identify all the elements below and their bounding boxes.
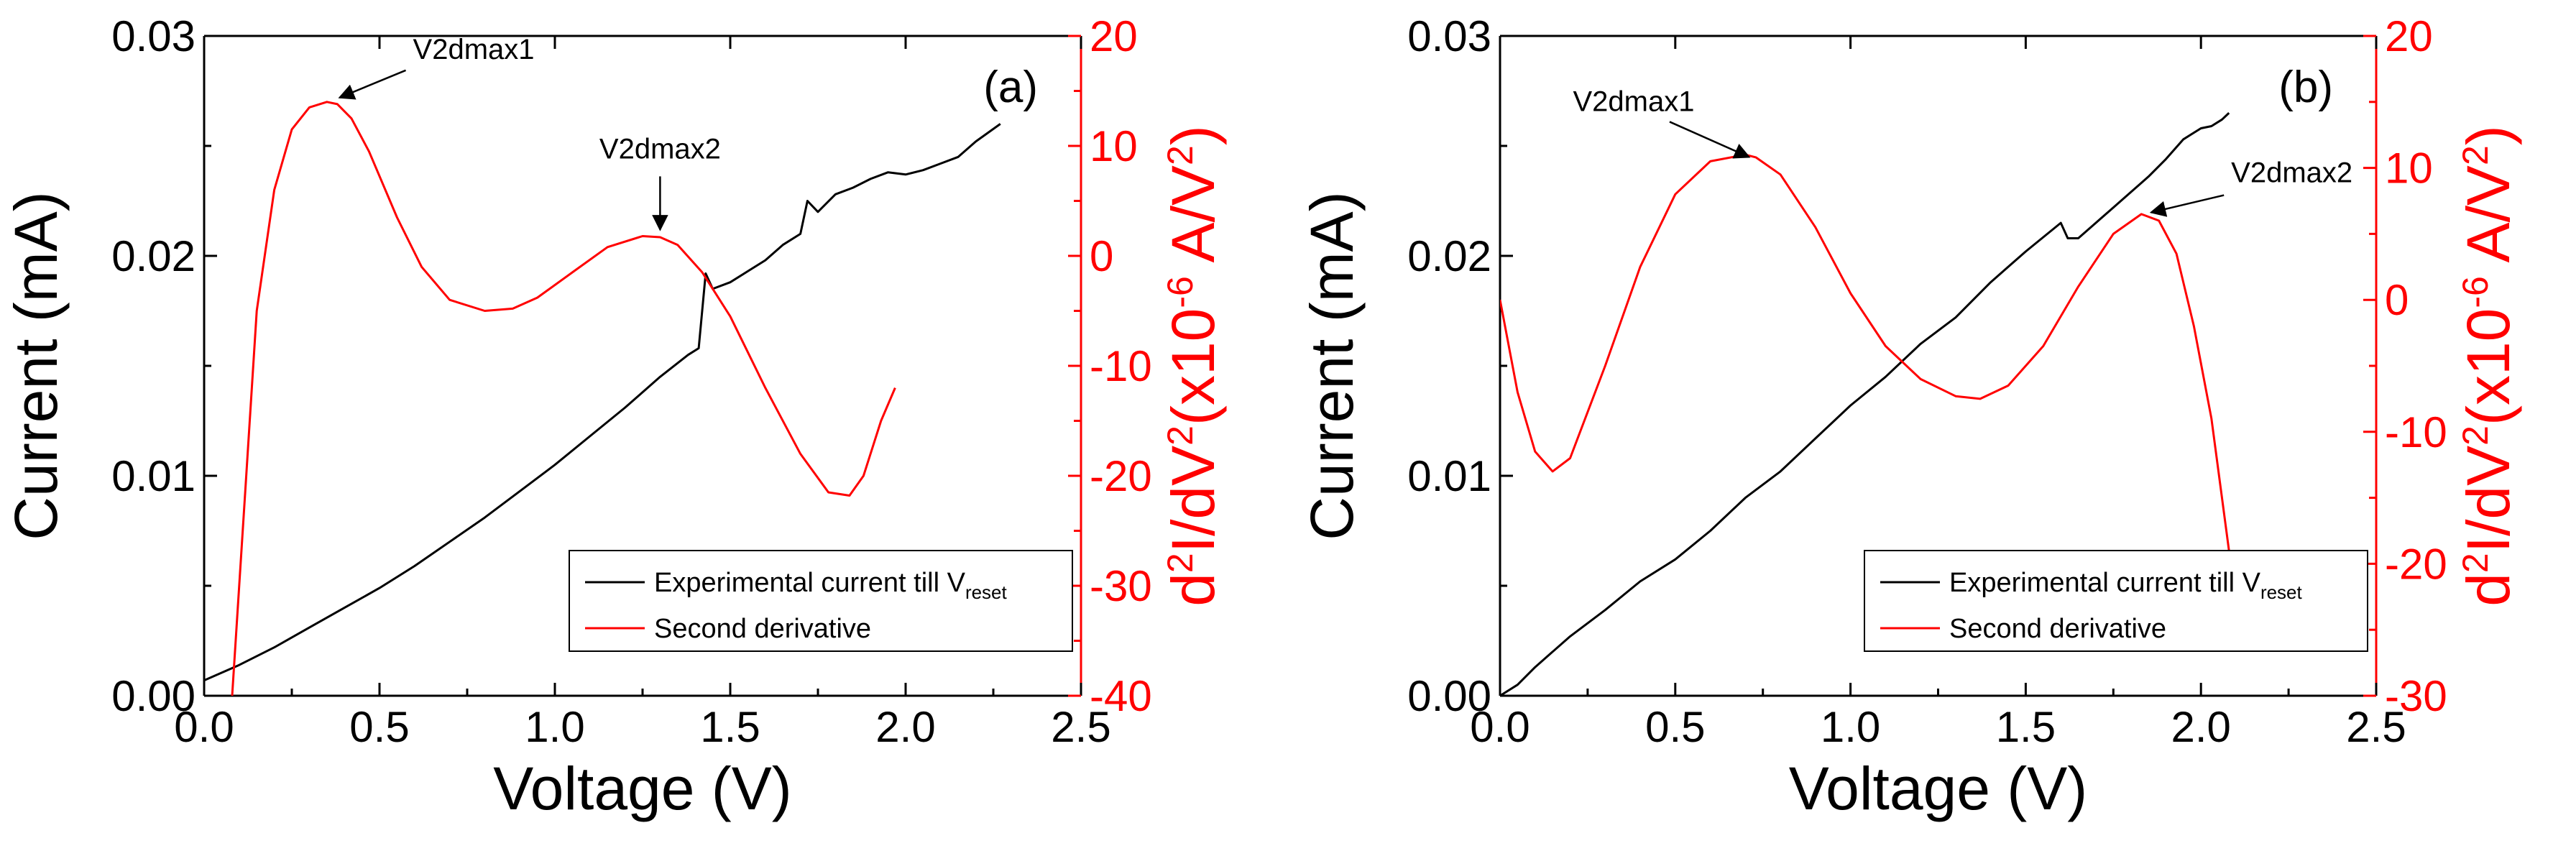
x-tick-label: 1.0: [1821, 703, 1880, 751]
y-axis-title: Current (mA): [1298, 191, 1366, 540]
y2-title-part: (x10: [2455, 308, 2522, 426]
x-axis-title: Voltage (V): [1789, 755, 2088, 822]
y-axis-title: Current (mA): [2, 191, 70, 540]
y2-tick-label: -20: [1090, 452, 1152, 500]
legend-box: [1864, 550, 2368, 652]
y2-title-sup: 2: [1160, 553, 1200, 573]
annotation-label: V2dmax1: [413, 34, 535, 65]
legend-label-sub: reset: [2260, 581, 2303, 603]
y-tick-label: 0.01: [1407, 452, 1491, 500]
x-tick-label: 1.5: [700, 703, 760, 751]
legend-label-main: Experimental current till V: [654, 568, 966, 598]
y-tick-label: 0.02: [1407, 232, 1491, 280]
y-tick-label: 0.02: [111, 232, 196, 280]
y2-title-part: I/dV: [1159, 446, 1227, 553]
y2-tick-label: 10: [1090, 122, 1138, 170]
y2-title-part: A/V: [2455, 165, 2522, 276]
annotation-arrow: [338, 69, 407, 100]
legend-label-sub: reset: [965, 581, 1008, 603]
y2-title-part: I/dV: [2455, 446, 2522, 553]
x-tick-label: 0.0: [1470, 703, 1530, 751]
x-tick-label: 0.5: [1645, 703, 1705, 751]
annotation-label: V2dmax2: [599, 133, 721, 165]
panel-label: (a): [983, 63, 1038, 112]
annotation-label: V2dmax1: [1573, 86, 1694, 117]
y2-tick-label: -20: [2385, 540, 2447, 588]
x-tick-label: 0.0: [174, 703, 234, 751]
legend-box: [569, 550, 1073, 652]
legend-label: Second derivative: [654, 614, 871, 644]
y2-title-sup: 2: [2455, 145, 2496, 165]
panel-a: 0.0 0.5 1.0 1.5 2.0 2.5 0.00 0.01 0.02 0.03 -40 -30…: [2, 12, 1227, 822]
legend-label: Experimental current till Vreset: [654, 568, 1008, 603]
y2-axis-title: d2I/dV2(x10-6 A/V2): [1159, 125, 1227, 607]
panel-label: (b): [2278, 63, 2333, 112]
y-tick-label: 0.03: [1407, 12, 1491, 60]
y2-tick-label: 10: [2385, 144, 2433, 193]
y2-title-part: A/V: [1159, 165, 1227, 276]
x-axis-title: Voltage (V): [493, 755, 792, 822]
y-tick-label: 0.03: [111, 12, 196, 60]
x-tick-label: 2.5: [2346, 703, 2406, 751]
y2-tick-label: -30: [1090, 562, 1152, 610]
legend-label-main: Experimental current till V: [1949, 568, 2261, 598]
x-tick-label: 1.5: [1996, 703, 2056, 751]
y2-tick-label: -40: [1090, 672, 1152, 720]
y2-title-sup: 2: [2455, 426, 2496, 446]
y2-title-part: (x10: [1159, 308, 1227, 426]
x-tick-label: 2.5: [1051, 703, 1110, 751]
plot-area: [204, 101, 1001, 696]
x-tick-label: 2.0: [875, 703, 935, 751]
legend-label-main: Second derivative: [654, 614, 871, 644]
y2-tick-label: 20: [1090, 12, 1138, 60]
legend-label: Second derivative: [1949, 614, 2166, 644]
second-derivative-line: [1500, 153, 2230, 551]
y2-title-part: d: [2455, 573, 2522, 607]
y2-tick-label: -30: [2385, 672, 2447, 720]
annotation-arrow: [1669, 121, 1751, 159]
legend-label-main: Second derivative: [1949, 614, 2166, 644]
y2-title-sup: -6: [2455, 276, 2496, 308]
y2-tick-label: 0: [2385, 276, 2409, 324]
y-tick-label: 0.00: [111, 672, 196, 720]
panel-b: 0.0 0.5 1.0 1.5 2.0 2.5 0.00 0.01 0.02 0.03 -30 -20…: [1298, 12, 2522, 822]
y2-tick-label: -10: [2385, 408, 2447, 456]
y2-title-sup: 2: [2455, 553, 2496, 573]
x-tick-label: 2.0: [2171, 703, 2230, 751]
legend-label: Experimental current till Vreset: [1949, 568, 2303, 603]
current-line: [1500, 112, 2230, 696]
y2-title-sup: 2: [1160, 426, 1200, 446]
y2-tick-label: -10: [1090, 342, 1152, 390]
y2-title-part: ): [1159, 125, 1227, 145]
y2-axis-title: d2I/dV2(x10-6 A/V2): [2455, 125, 2522, 607]
y2-title-part: ): [2455, 125, 2522, 145]
y2-tick-label: 20: [2385, 12, 2433, 60]
y2-title-sup: 2: [1160, 145, 1200, 165]
second-derivative-line: [231, 101, 896, 696]
plot-area: [1500, 112, 2230, 696]
annotation-label: V2dmax2: [2231, 157, 2352, 189]
y2-title-part: d: [1159, 573, 1227, 607]
y-tick-label: 0.00: [1407, 672, 1491, 720]
y2-tick-label: 0: [1090, 232, 1113, 280]
y-tick-label: 0.01: [111, 452, 196, 500]
x-tick-label: 1.0: [525, 703, 584, 751]
x-tick-label: 0.5: [349, 703, 409, 751]
annotation-arrow: [2149, 194, 2225, 217]
y2-title-sup: -6: [1160, 276, 1200, 308]
